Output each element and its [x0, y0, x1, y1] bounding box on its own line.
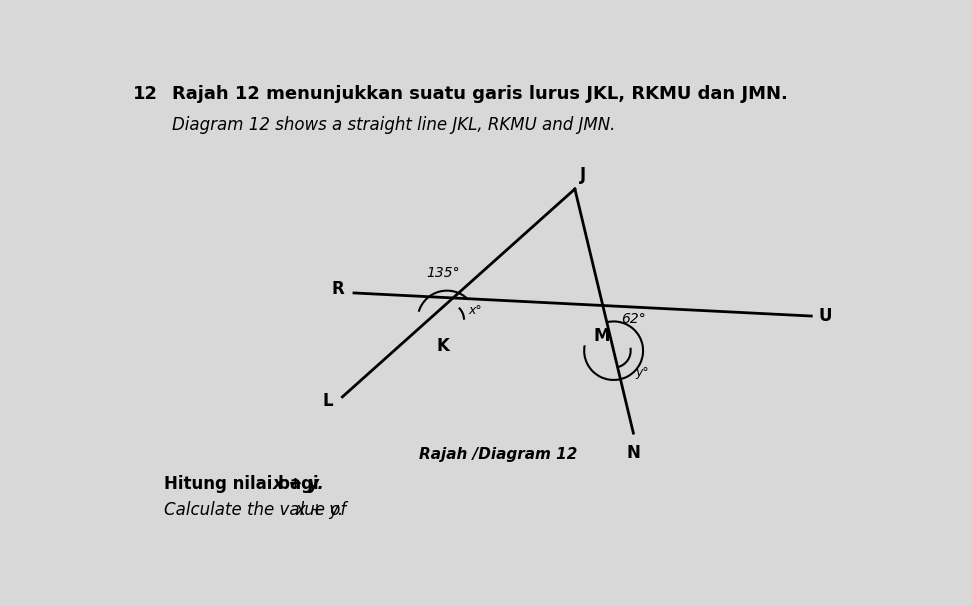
Text: x°: x°	[469, 304, 482, 317]
Text: K: K	[436, 337, 450, 355]
Text: Diagram 12 shows a straight line JKL, RKMU and JMN.: Diagram 12 shows a straight line JKL, RK…	[172, 116, 615, 134]
Text: Rajah /Diagram 12: Rajah /Diagram 12	[419, 447, 577, 462]
Text: Rajah 12 menunjukkan suatu garis lurus JKL, RKMU dan JMN.: Rajah 12 menunjukkan suatu garis lurus J…	[172, 85, 787, 103]
Text: N: N	[626, 444, 641, 462]
Text: 12: 12	[133, 85, 158, 103]
Text: x + y.: x + y.	[272, 475, 325, 493]
Text: J: J	[580, 165, 586, 184]
Text: 62°: 62°	[621, 312, 646, 326]
Text: M: M	[593, 327, 609, 345]
Text: 135°: 135°	[427, 266, 460, 280]
Text: U: U	[819, 307, 832, 325]
Text: x + y.: x + y.	[295, 501, 344, 519]
Text: Hitung nilai bagi: Hitung nilai bagi	[164, 475, 319, 493]
Text: L: L	[323, 391, 333, 410]
Text: y°: y°	[636, 366, 649, 379]
Text: Calculate the value of: Calculate the value of	[164, 501, 346, 519]
Text: R: R	[332, 280, 345, 298]
